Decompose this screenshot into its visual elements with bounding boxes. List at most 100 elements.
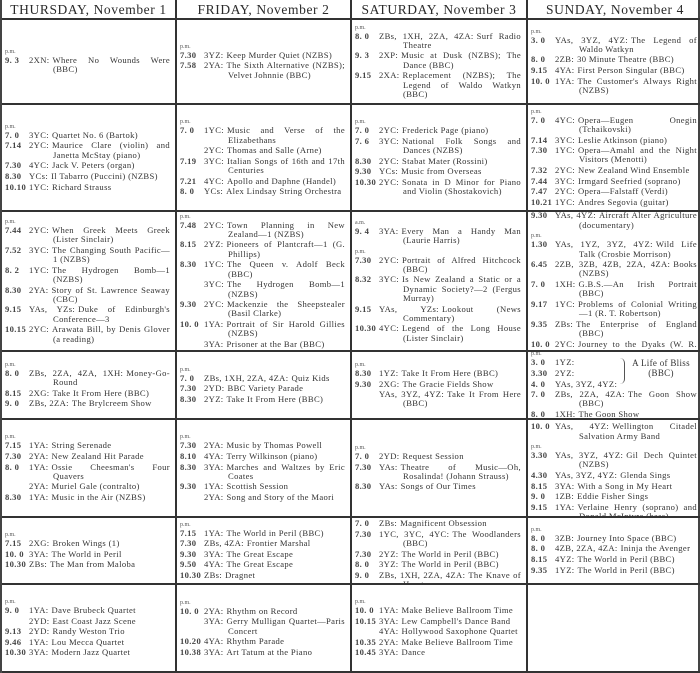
programme-entry: 9.30 1YA: Scottish Session xyxy=(180,481,345,492)
programme-time: 10. 0 xyxy=(531,75,550,86)
programme-text: 1XH: G.B.S.—An Irish Portrait (BBC) xyxy=(555,279,697,299)
station-codes: 3YC: xyxy=(555,134,576,145)
programme-time: 7.21 xyxy=(180,175,197,186)
station-codes: 3ZB: xyxy=(555,532,575,543)
programme-text: 2YC: Stabat Mater (Rossini) xyxy=(379,156,521,166)
programme-text: 2YA: Make Believe Ballroom Time xyxy=(379,637,521,647)
programme-text: 3YC: Irmgard Seefried (soprano) xyxy=(555,175,697,186)
programme-entry: 7.30 2YA: Music by Thomas Powell xyxy=(180,440,345,451)
programme-time: 8. 0 xyxy=(180,186,195,197)
station-codes: 3YC: xyxy=(555,175,576,186)
programme-time: 7. 0 xyxy=(355,518,370,529)
listing-cell xyxy=(528,585,700,673)
station-codes: YAs, 3YZ, 4YZ: xyxy=(555,34,629,45)
period-label: a.m. xyxy=(355,219,366,226)
listing-cell: p.m. 10. 0 2YA: Rhythm on Record 3YA: Gerry M… xyxy=(177,585,352,673)
programme-time: 7. 0 xyxy=(180,372,195,383)
station-codes: 2YA: xyxy=(204,492,224,503)
programme-entry: 9. 0 1YA: Dave Brubeck Quartet xyxy=(5,605,170,616)
programme-time: 9. 3 xyxy=(355,50,370,61)
programme-time: 10.45 xyxy=(355,647,377,658)
programme-entry: 10.45 3YA: Dance xyxy=(355,647,521,658)
programme-time: 7.32 xyxy=(531,165,548,175)
period-label: p.m. xyxy=(355,361,366,368)
programme-text: 3YA: Every Man a Handy Man (Laurie Harris… xyxy=(379,226,521,246)
station-codes: 1YA: xyxy=(29,605,49,616)
programme-entry: 8.15 2XG: Take It From Here (BBC) xyxy=(5,388,170,398)
station-codes: YAs, 1YZ, 3YZ, 4YZ: xyxy=(555,239,653,250)
programme-time: 10.30 xyxy=(5,647,27,658)
programme-time: 9.30 xyxy=(180,299,197,310)
programme-text: 2YD: Request Session xyxy=(379,451,521,461)
programme-entry: 10.30 4YC: Legend of the Long House (Liste… xyxy=(355,324,521,343)
programme-text: 2YZ: Pioneers of Plantcraft—1 (G. Phillip… xyxy=(204,240,345,259)
programme-time: 8.32 xyxy=(355,274,372,285)
listing-cell: p.m. 7. 0 1YC: Music and Verse of the Eliza… xyxy=(177,105,352,212)
programme-title: Scottish Session xyxy=(226,481,289,492)
programme-text: 1ZB: Eddie Fisher Sings xyxy=(555,492,697,501)
station-codes: 2YC: xyxy=(29,140,50,151)
station-codes: 2XG: xyxy=(379,378,400,389)
programme-title: Lookout (News Commentary) xyxy=(403,303,521,323)
station-codes: ZBs, 2ZA, 4ZA: xyxy=(555,389,625,400)
programme-title: Is New Zealand a Static or a Dynamic Soc… xyxy=(402,274,521,303)
programme-entry: 8.30 2YA: Story of St. Lawrence Seaway (CB… xyxy=(5,285,170,305)
programme-title: Music by Thomas Powell xyxy=(226,440,323,451)
listing-cell: p.m. 8. 0 ZBs, 1XH, 2ZA, 4ZA: Surf Radio Th… xyxy=(352,20,528,105)
programme-entry: 3.30 YAs, 3YZ, 4YZ: Gil Dech Quintet (NZBS… xyxy=(531,450,697,470)
period-label: p.m. xyxy=(355,119,366,126)
programme-entry: 7.30 2YA: New Zealand Hit Parade xyxy=(5,451,170,461)
programme-time xyxy=(180,146,204,155)
programme-title: Lou Mecca Quartet xyxy=(51,636,125,647)
programme-text: 1YC, 3YC, 4YC: The Woodlanders (BBC) xyxy=(379,529,521,549)
programme-title: Where No Wounds Were (BBC) xyxy=(52,55,170,75)
programme-text: 1YC: Andres Segovia (guitar) xyxy=(555,197,697,207)
programme-text: 3YC: National Folk Songs and Dances (NZBS… xyxy=(379,136,521,156)
listing-cell: p.m. 7.15 2XG: Broken Wings (1) 10. 0 3YA: The… xyxy=(2,518,177,585)
programme-entry: 9.15 4YA: First Person Singular (BBC) xyxy=(531,65,697,75)
programme-title: Mackenzie the Sheepstealer (Basil Clarke… xyxy=(227,299,345,319)
programme-title: Take It From Here (BBC) xyxy=(403,389,521,409)
programme-text: 1YA: Ossie Cheesman's Four Quavers xyxy=(29,462,170,482)
day-header: SATURDAY, November 3 xyxy=(352,0,528,20)
programme-title: First Person Singular (BBC) xyxy=(577,65,685,75)
period-label: p.m. xyxy=(531,28,542,35)
programme-title: Opera—Falstaff (Verdi) xyxy=(578,186,668,197)
programme-text: YAs, 4YZ: Aircraft Alter Agriculture (doc… xyxy=(555,212,697,230)
programme-entry: 7. 0 1XH: G.B.S.—An Irish Portrait (BBC) xyxy=(531,279,697,299)
period-label: p.m. xyxy=(531,108,542,115)
programme-entry: 7. 0 3YC: Quartet No. 6 (Bartok) xyxy=(5,130,170,140)
programme-title: Irmgard Seefried (soprano) xyxy=(578,175,681,186)
station-codes: 2YD: xyxy=(29,615,50,626)
programme-text: 4YC: Opera—Eugen Onegin (Tchaikovski) xyxy=(555,115,697,135)
station-codes: 2YA: xyxy=(29,481,49,492)
station-codes: 3YC: xyxy=(204,155,225,166)
programme-text: 2YC: Sonata in D Minor for Piano and Viol… xyxy=(379,177,521,197)
programme-entry: 8.30 2YZ: Take It From Here (BBC) xyxy=(180,394,345,404)
programme-text: 2YC: New Zealand Wind Ensemble xyxy=(555,165,697,175)
listing-cell: p.m. 10. 0 1YA: Make Believe Ballroom Time 1… xyxy=(352,585,528,673)
programme-text: 4YA: First Person Singular (BBC) xyxy=(555,65,697,75)
programme-title: Terry Wilkinson (piano) xyxy=(226,450,318,461)
station-codes: 3YC: xyxy=(204,279,225,290)
programme-time: 7.19 xyxy=(180,155,197,166)
programme-time: 7. 0 xyxy=(355,125,370,136)
programme-text: 1YZ: Take It From Here (BBC) xyxy=(379,368,521,378)
programme-text: YCs: Il Tabarro (Puccini) (NZBS) xyxy=(29,171,170,181)
programme-time: 7.15 xyxy=(5,440,22,451)
programme-time: 9.30 xyxy=(355,378,372,389)
programme-entry: 7. 0 2YC: Frederick Page (piano) xyxy=(355,125,521,136)
programme-text: 1YC: Music and Verse of the Elizabethans xyxy=(204,125,345,145)
programme-entry: 10.15 2YC: Arawata Bill, by Denis Glover (… xyxy=(5,325,170,344)
programme-title: The World in Peril (BBC) xyxy=(401,559,499,570)
programme-time: 8. 0 xyxy=(355,559,370,570)
station-codes: 4YC: xyxy=(379,323,400,334)
programme-time: 8. 0 xyxy=(5,367,20,378)
station-codes: 3YA: xyxy=(204,646,224,657)
programme-entry: 7.44 3YC: Irmgard Seefried (soprano) xyxy=(531,175,697,186)
listing-cell: p.m. 7.15 1YA: String Serenade 7.30 2YA: New Z… xyxy=(2,420,177,518)
programme-text: 2YC: Portrait of Alfred Hitchcock (BBC) xyxy=(379,255,521,275)
period-label: p.m. xyxy=(180,366,191,373)
station-codes: 3YA: xyxy=(379,615,399,626)
programme-entry: 9. 4 3YA: Every Man a Handy Man (Laurie Ha… xyxy=(355,226,521,246)
